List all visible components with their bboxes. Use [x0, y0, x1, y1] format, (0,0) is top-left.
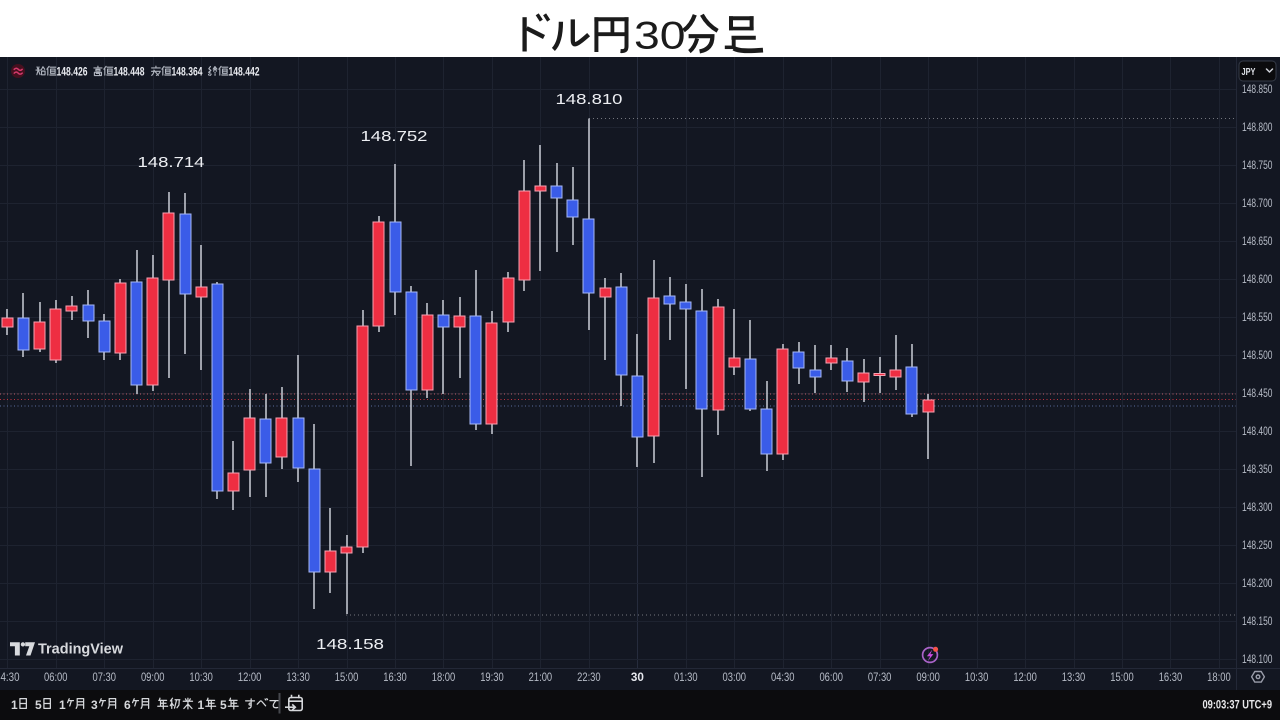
svg-text:1: 1 [198, 698, 205, 712]
svg-text:148.550: 148.550 [1242, 312, 1273, 324]
svg-text:148.350: 148.350 [1242, 464, 1273, 476]
svg-text:148.250: 148.250 [1242, 540, 1273, 552]
svg-text:10:30: 10:30 [965, 672, 989, 684]
svg-text:148.400: 148.400 [1242, 426, 1273, 438]
svg-text:148.714: 148.714 [138, 154, 205, 171]
svg-text:01:30: 01:30 [674, 672, 698, 684]
svg-text:148.426: 148.426 [57, 67, 88, 79]
svg-text:13:30: 13:30 [286, 672, 310, 684]
svg-text:148.752: 148.752 [361, 128, 428, 145]
svg-text:12:00: 12:00 [238, 672, 262, 684]
svg-text:6: 6 [124, 698, 131, 712]
svg-text:30: 30 [634, 15, 686, 58]
svg-text:10:30: 10:30 [189, 672, 213, 684]
svg-text:15:00: 15:00 [335, 672, 359, 684]
svg-text:09:03:37 UTC+9: 09:03:37 UTC+9 [1203, 698, 1273, 712]
svg-text:21:00: 21:00 [529, 672, 553, 684]
svg-text:1: 1 [11, 698, 18, 712]
svg-text:5: 5 [220, 698, 227, 712]
svg-text:148.750: 148.750 [1242, 160, 1273, 172]
svg-text:07:30: 07:30 [868, 672, 892, 684]
svg-text:JPY: JPY [1242, 66, 1256, 78]
svg-text:22:30: 22:30 [577, 672, 601, 684]
svg-text:12:00: 12:00 [1013, 672, 1037, 684]
svg-text:148.800: 148.800 [1242, 122, 1273, 134]
svg-text:16:30: 16:30 [1159, 672, 1183, 684]
svg-text:148.364: 148.364 [172, 67, 203, 79]
svg-text:16:30: 16:30 [383, 672, 407, 684]
svg-text:148.450: 148.450 [1242, 388, 1273, 400]
svg-text:3: 3 [91, 698, 98, 712]
svg-text:148.600: 148.600 [1242, 274, 1273, 286]
svg-text:5: 5 [35, 698, 42, 712]
svg-text:148.700: 148.700 [1242, 198, 1273, 210]
svg-text:148.448: 148.448 [114, 67, 145, 79]
svg-text:148.650: 148.650 [1242, 236, 1273, 248]
svg-text:19:30: 19:30 [480, 672, 504, 684]
svg-text:09:00: 09:00 [916, 672, 940, 684]
svg-text:148.200: 148.200 [1242, 578, 1273, 590]
svg-text:1: 1 [59, 698, 66, 712]
svg-text:148.810: 148.810 [556, 91, 623, 108]
svg-text:30: 30 [631, 672, 644, 684]
svg-text:09:00: 09:00 [141, 672, 165, 684]
svg-text:148.150: 148.150 [1242, 616, 1273, 628]
svg-text:18:00: 18:00 [432, 672, 456, 684]
svg-text:TradingView: TradingView [38, 642, 124, 658]
svg-text:148.158: 148.158 [316, 636, 384, 653]
svg-text:148.300: 148.300 [1242, 502, 1273, 514]
svg-text:07:30: 07:30 [92, 672, 116, 684]
svg-text:15:00: 15:00 [1110, 672, 1134, 684]
svg-text:148.442: 148.442 [229, 67, 260, 79]
svg-text:148.850: 148.850 [1242, 84, 1273, 96]
svg-text:148.500: 148.500 [1242, 350, 1273, 362]
svg-text:04:30: 04:30 [771, 672, 795, 684]
svg-text:4:30: 4:30 [1, 672, 20, 684]
svg-text:13:30: 13:30 [1062, 672, 1086, 684]
svg-text:18:00: 18:00 [1207, 672, 1231, 684]
svg-text:148.100: 148.100 [1242, 654, 1273, 666]
svg-text:06:00: 06:00 [44, 672, 68, 684]
svg-text:06:00: 06:00 [819, 672, 843, 684]
svg-text:03:00: 03:00 [723, 672, 747, 684]
